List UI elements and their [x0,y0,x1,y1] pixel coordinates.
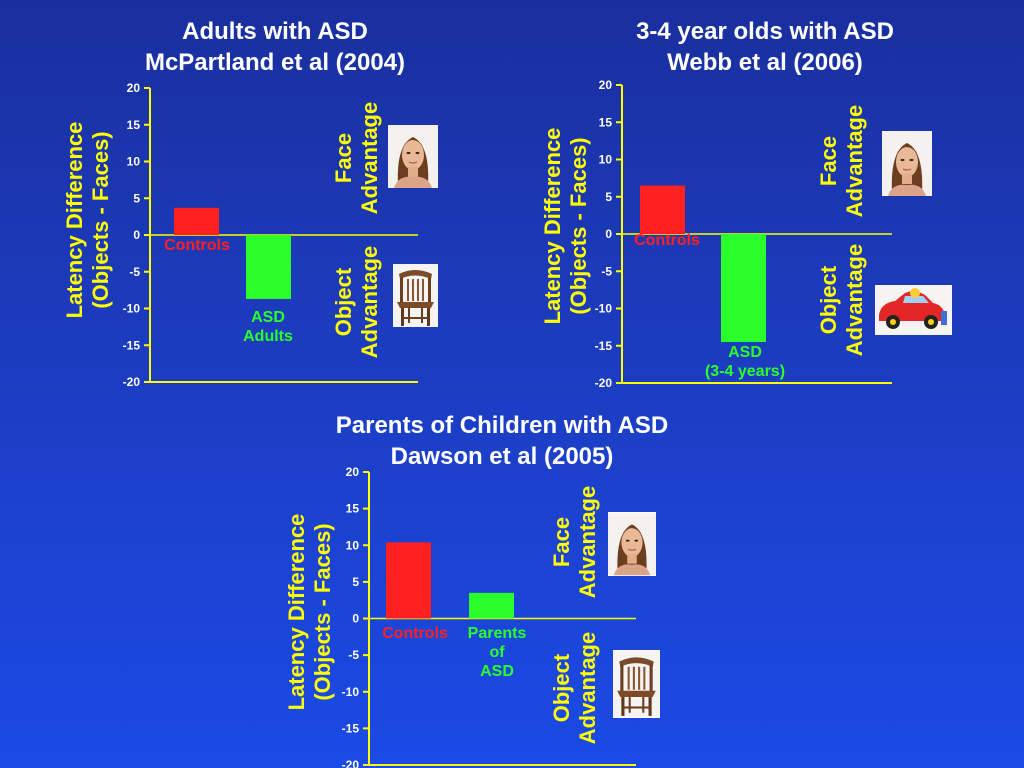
y-tick-label: -20 [123,375,141,389]
chart-title-line2: Dawson et al (2005) [390,443,614,470]
chart-title-line2: McPartland et al (2004) [144,49,406,76]
y-tick-label: -5 [601,264,612,278]
y-tick-label: 0 [352,612,359,626]
object-advantage-word1: Object [549,653,574,723]
category-label-line: of [489,644,505,661]
category-label-controls: Controls [634,232,700,249]
y-tick-label: 5 [352,575,359,589]
y-tick-label: 15 [127,118,141,132]
category-label-asd: ASD Adults [243,309,293,345]
y-tick-label: 10 [346,538,360,552]
bar-asd [721,234,766,343]
category-label-line: Adults [243,328,293,345]
y-tick-label: 5 [605,190,612,204]
bar-controls [640,185,685,234]
chart-title-line1: Parents of Children with ASD [335,412,669,439]
category-label-asd: Parents of ASD [468,625,527,680]
chair-photo-icon [393,264,438,327]
y-tick-label: -10 [123,302,141,316]
bar-asd [246,235,291,299]
bar-controls [386,542,431,619]
bar-asd [469,592,514,619]
chart-title-line2: Webb et al (2006) [667,49,863,76]
face-advantage-label: Face Advantage [549,486,601,598]
y-tick-label: -20 [342,758,360,768]
y-tick-label: 20 [599,78,613,92]
chart-title: Parents of Children with ASD Dawson et a… [336,410,668,472]
bar-controls [174,207,219,235]
y-tick-label: 10 [599,153,613,167]
toy-car-photo-icon [875,285,952,335]
y-tick-label: -15 [595,339,613,353]
y-tick-label: 5 [133,191,140,205]
category-label-line: Parents [468,625,527,642]
y-tick-label: -10 [595,302,613,316]
category-label-controls: Controls [164,237,230,254]
y-tick-label: -20 [595,376,613,390]
object-advantage-word2: Advantage [575,631,600,745]
category-label-line: (3-4 years) [705,363,785,380]
y-tick-label: 15 [346,502,360,516]
y-tick-label: 20 [127,81,141,95]
category-label-asd: ASD (3-4 years) [705,344,785,380]
category-label-line: Controls [164,237,230,254]
y-tick-label: 20 [346,465,360,479]
y-tick-label: 0 [605,227,612,241]
category-label-line: Controls [382,625,448,642]
y-tick-label: -5 [129,265,140,279]
chart-title: Adults with ASD McPartland et al (2004) [145,16,405,78]
y-tick-label: 10 [127,155,141,169]
face-photo-icon [388,125,438,188]
face-advantage-word2: Advantage [575,485,600,599]
y-tick-label: -5 [348,648,359,662]
chart-title-line1: Adults with ASD [182,18,368,45]
category-label-line: ASD [480,663,514,680]
face-advantage-word1: Face [549,516,574,568]
y-tick-label: -15 [342,721,360,735]
y-tick-label: 0 [133,228,140,242]
category-label-line: ASD [728,344,762,361]
category-label-controls: Controls [382,625,448,642]
y-tick-label: 15 [599,115,613,129]
category-label-line: ASD [251,309,285,326]
category-label-line: Controls [634,232,700,249]
chart-title: 3-4 year olds with ASD Webb et al (2006) [636,16,894,78]
face-photo-icon [608,512,656,576]
object-advantage-label: Object Advantage [549,632,601,744]
y-tick-label: -10 [342,685,360,699]
chair-photo-icon [613,650,660,718]
y-tick-label: -15 [123,338,141,352]
chart-title-line1: 3-4 year olds with ASD [636,18,894,45]
face-photo-icon [882,131,932,196]
